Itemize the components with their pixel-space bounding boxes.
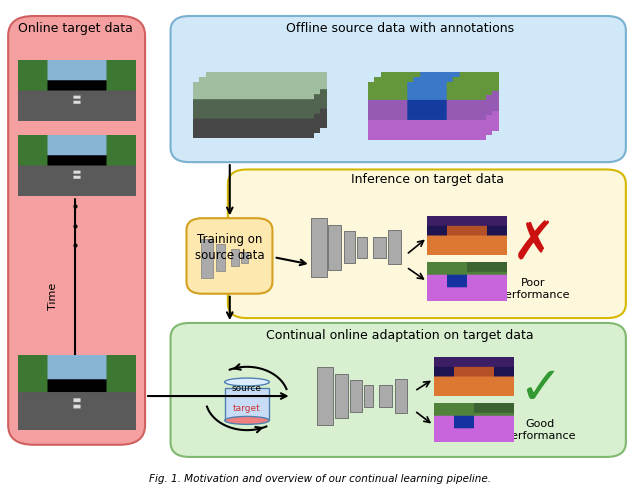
Bar — [395, 379, 408, 413]
Text: Continual online adaptation on target data: Continual online adaptation on target da… — [266, 329, 534, 342]
Text: Inference on target data: Inference on target data — [351, 173, 504, 186]
Text: Fig. 1. Motivation and overview of our continual learning pipeline.: Fig. 1. Motivation and overview of our c… — [149, 474, 491, 484]
Ellipse shape — [225, 378, 269, 386]
Bar — [328, 225, 341, 270]
FancyBboxPatch shape — [228, 170, 626, 318]
Bar — [364, 385, 373, 407]
Text: Poor
performance: Poor performance — [498, 278, 570, 300]
Text: ✗: ✗ — [511, 219, 556, 271]
Bar — [225, 388, 269, 420]
Bar — [350, 380, 362, 412]
Bar — [388, 230, 401, 265]
FancyBboxPatch shape — [186, 218, 273, 294]
Text: Good
performance: Good performance — [504, 419, 575, 441]
Bar — [231, 249, 239, 266]
Text: ✓: ✓ — [518, 363, 562, 415]
Bar — [373, 237, 386, 258]
Bar — [380, 385, 392, 407]
Text: target: target — [233, 404, 261, 413]
Bar — [216, 244, 225, 271]
Text: Offline source data with annotations: Offline source data with annotations — [285, 22, 514, 35]
FancyBboxPatch shape — [170, 16, 626, 162]
Bar — [310, 218, 326, 277]
FancyBboxPatch shape — [8, 16, 145, 445]
Bar — [241, 252, 248, 263]
Text: Online target data: Online target data — [17, 22, 132, 35]
Bar — [344, 231, 355, 263]
Bar — [201, 239, 212, 278]
Text: Training on: Training on — [196, 233, 262, 246]
Bar — [357, 237, 367, 258]
Bar — [335, 374, 348, 418]
Text: Time: Time — [48, 283, 58, 310]
Bar — [317, 367, 333, 425]
FancyBboxPatch shape — [170, 323, 626, 457]
Text: source data: source data — [195, 249, 264, 263]
Ellipse shape — [225, 416, 269, 424]
Text: source: source — [232, 384, 262, 393]
